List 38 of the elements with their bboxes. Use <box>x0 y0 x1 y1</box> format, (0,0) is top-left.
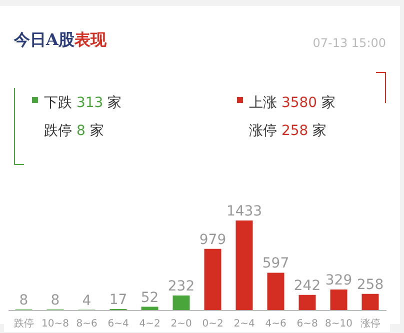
data-label: 242 <box>294 278 321 294</box>
x-tick-label: 6~8 <box>296 318 318 330</box>
bar <box>298 294 316 310</box>
data-label: 17 <box>109 292 128 308</box>
data-label: 52 <box>140 290 159 306</box>
x-tick-label: 6~4 <box>108 318 129 330</box>
text: 跌停 8 家 <box>44 123 104 139</box>
data-label: 8 <box>50 292 60 308</box>
text: 涨停 258 家 <box>249 123 327 139</box>
bar <box>172 296 190 310</box>
x-tick-label: 2~4 <box>234 318 255 330</box>
bar <box>330 289 348 310</box>
bar <box>267 272 284 310</box>
chart-subtitle: 07-13 15:00 <box>312 36 386 50</box>
data-label: 232 <box>168 278 195 294</box>
x-tick-label: 8~6 <box>76 318 98 330</box>
x-tick-label: 涨停 <box>360 318 380 330</box>
bar <box>204 248 222 310</box>
data-label: 597 <box>262 256 290 272</box>
data-label: 4 <box>82 292 92 309</box>
bar <box>236 220 253 310</box>
chart-title: 今日A股表现 <box>14 30 106 49</box>
data-label: 258 <box>356 276 384 293</box>
x-tick-label: 8~10 <box>325 318 352 330</box>
x-tick-label: 4~2 <box>139 318 160 330</box>
x-tick-label: 10~8 <box>42 318 69 330</box>
bar <box>362 294 379 310</box>
x-tick-label: 2~0 <box>170 318 192 330</box>
x-tick-label: 4~6 <box>265 318 286 330</box>
data-label: 8 <box>19 292 28 308</box>
bar <box>141 306 158 310</box>
x-tick-label: 0~2 <box>202 318 224 330</box>
data-label: 1433 <box>226 203 262 220</box>
text: 下跌 313 家 <box>44 95 122 111</box>
x-tick-label: 跌停 <box>14 318 34 330</box>
text: 上涨 3580 家 <box>249 95 336 111</box>
data-label: 329 <box>325 272 352 288</box>
data-label: 979 <box>199 232 226 248</box>
